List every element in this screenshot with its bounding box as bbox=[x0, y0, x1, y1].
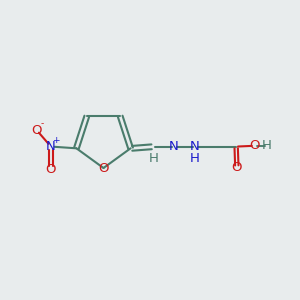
Text: +: + bbox=[52, 136, 60, 145]
Text: N: N bbox=[190, 140, 200, 153]
Text: O: O bbox=[249, 140, 260, 152]
Text: -: - bbox=[40, 119, 44, 128]
Text: H: H bbox=[261, 140, 271, 152]
Text: N: N bbox=[46, 140, 56, 153]
Text: N: N bbox=[169, 140, 179, 153]
Text: O: O bbox=[31, 124, 42, 137]
Text: O: O bbox=[98, 162, 109, 176]
Text: H: H bbox=[149, 152, 159, 165]
Text: O: O bbox=[46, 163, 56, 176]
Text: H: H bbox=[190, 152, 200, 165]
Text: O: O bbox=[232, 161, 242, 174]
